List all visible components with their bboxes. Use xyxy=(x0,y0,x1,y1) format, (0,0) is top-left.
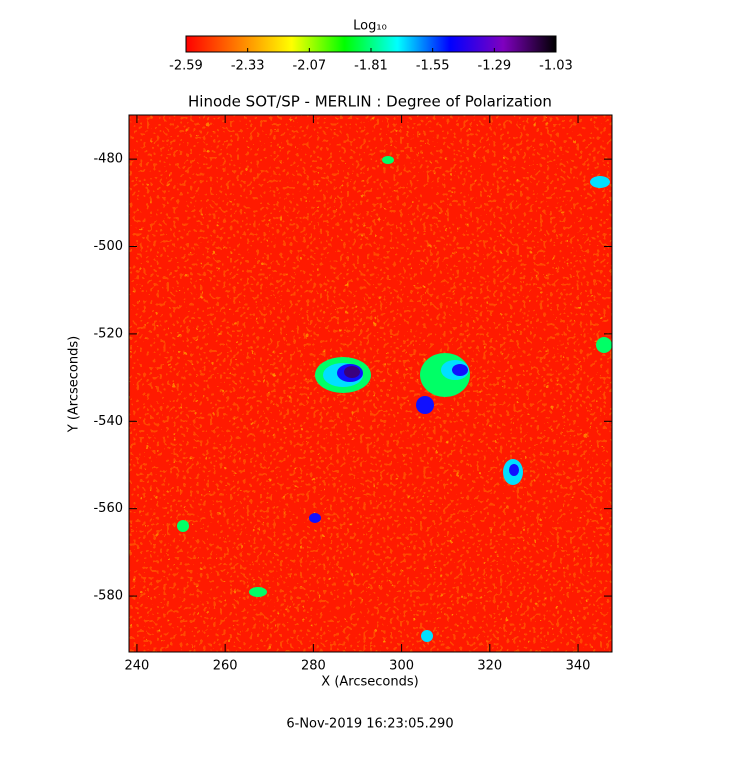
x-tick-label: 340 xyxy=(566,659,591,674)
y-tick-label: -560 xyxy=(93,501,123,516)
x-tick-label: 300 xyxy=(389,659,414,674)
colorbar-tick-label: -1.55 xyxy=(416,59,450,74)
image xyxy=(129,115,612,652)
x-tick-label: 320 xyxy=(477,659,502,674)
colorbar-tick-label: -1.81 xyxy=(354,59,388,74)
colorbar-tick-label: -1.29 xyxy=(478,59,512,74)
y-tick-label: -540 xyxy=(93,414,123,429)
y-tick-label: -480 xyxy=(93,152,123,167)
y-axis-label: Y (Arcseconds) xyxy=(67,336,82,433)
colorbar-tick-label: -2.07 xyxy=(293,59,327,74)
y-tick-label: -580 xyxy=(93,589,123,604)
x-axis-label: X (Arcseconds) xyxy=(321,675,418,690)
y-tick-label: -500 xyxy=(93,239,123,254)
x-tick-label: 280 xyxy=(301,659,326,674)
colorbar-tick-label: -2.59 xyxy=(169,59,203,74)
chart-title: Hinode SOT/SP - MERLIN : Degree of Polar… xyxy=(188,93,552,111)
x-tick-label: 240 xyxy=(125,659,150,674)
plot-frame xyxy=(128,114,613,653)
footer: 6-Nov-2019 16:23:05.290 xyxy=(286,717,453,732)
colorbar-label: Log₁₀ xyxy=(353,19,387,34)
y-tick-label: -520 xyxy=(93,326,123,341)
x-tick-label: 260 xyxy=(213,659,238,674)
colorbar-tick-label: -1.03 xyxy=(539,59,573,74)
colorbar-tick-label: -2.33 xyxy=(231,59,265,74)
